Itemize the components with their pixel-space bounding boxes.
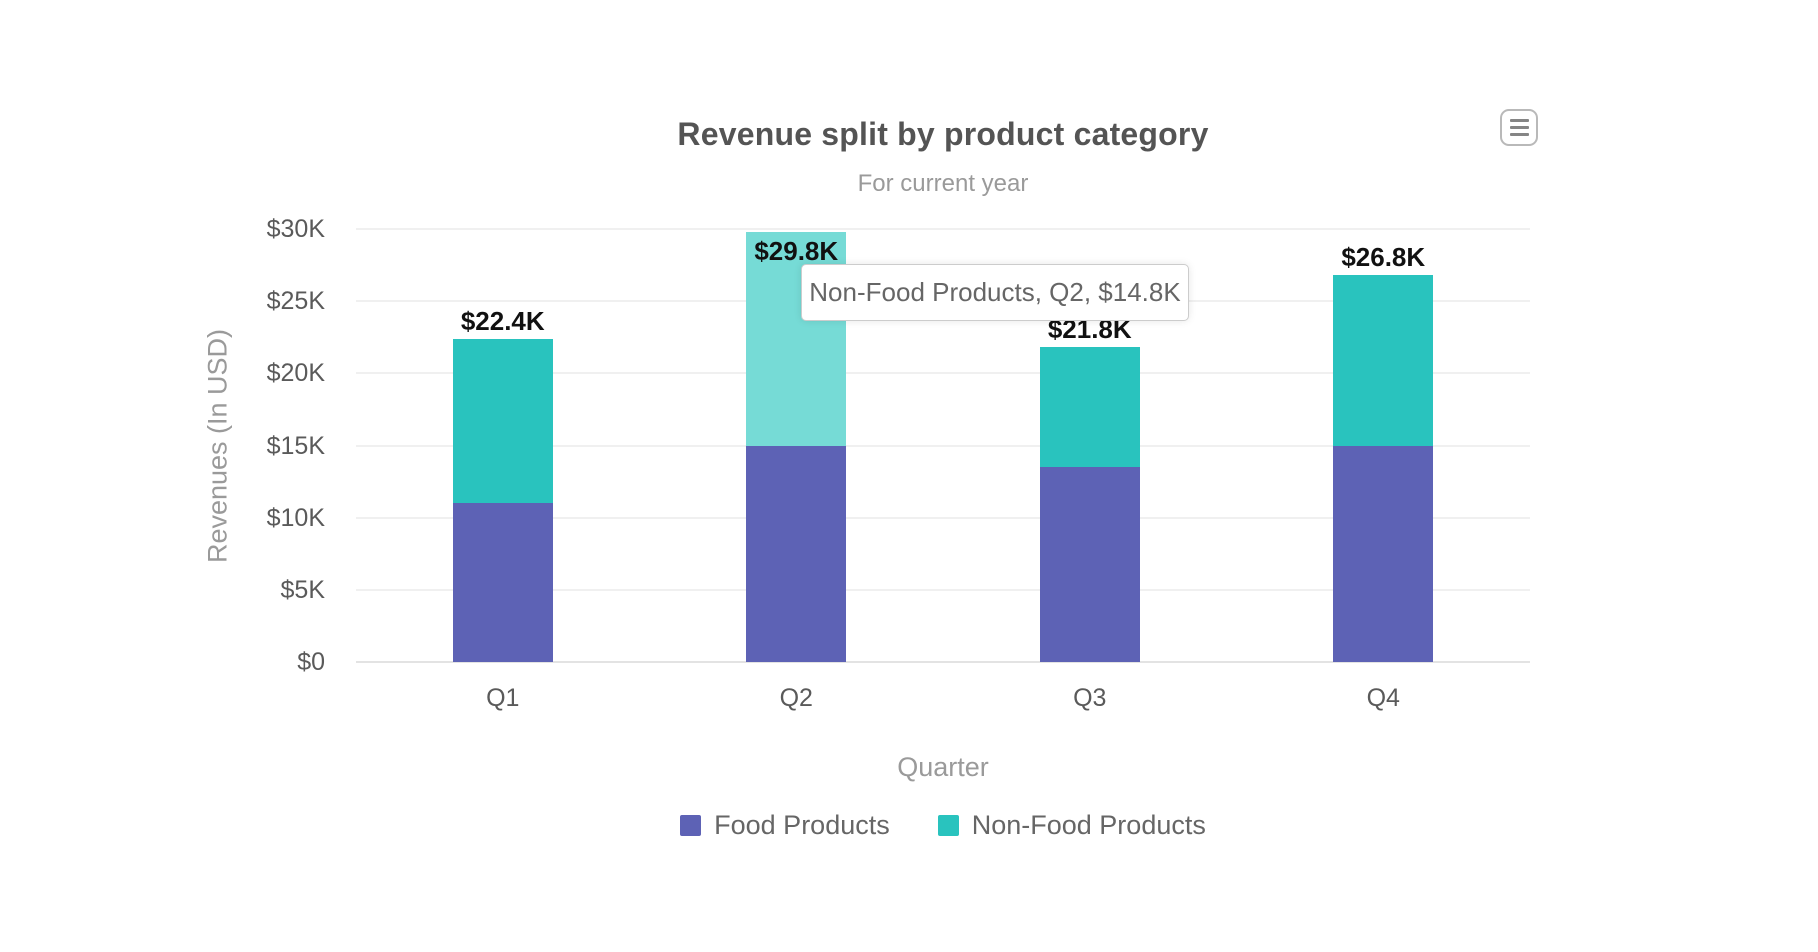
- chart-subtitle: For current year: [857, 170, 1029, 197]
- y-tick-label: $0: [297, 648, 325, 676]
- x-category-label-q4: Q4: [1366, 684, 1400, 712]
- y-tick-label: $20K: [266, 359, 325, 388]
- bar-q3: [1039, 347, 1140, 662]
- bar-q4: [1333, 275, 1434, 662]
- y-tick-label: $5K: [280, 575, 325, 604]
- bar-segment-q3-food-products[interactable]: [1039, 467, 1140, 662]
- legend-item-food-products[interactable]: Food Products: [680, 810, 890, 841]
- gridline: [356, 372, 1530, 375]
- legend-label: Non-Food Products: [971, 810, 1206, 840]
- x-category-label-q1: Q1: [486, 684, 520, 712]
- plot-area: $22.4K $29.8K $21.8K $26.8K: [356, 228, 1530, 663]
- tooltip-text: Non-Food Products, Q2, $14.8K: [809, 277, 1181, 307]
- bar-q1: [452, 338, 553, 662]
- legend: Food Products Non-Food Products: [356, 810, 1530, 841]
- x-category-label-q2: Q2: [779, 684, 813, 712]
- legend-swatch-food-products: [680, 815, 702, 836]
- bar-segment-q2-food-products[interactable]: [746, 445, 847, 662]
- bar-segment-q4-food-products[interactable]: [1333, 445, 1434, 662]
- bar-total-label-q2: $29.8K: [754, 235, 839, 266]
- export-menu-button[interactable]: [1500, 109, 1538, 146]
- x-axis-labels: Q1 Q2 Q3 Q4: [356, 684, 1530, 714]
- legend-item-non-food-products[interactable]: Non-Food Products: [937, 810, 1206, 841]
- gridline: [356, 228, 1530, 230]
- tooltip: Non-Food Products, Q2, $14.8K: [801, 264, 1189, 321]
- bar-segment-q3-non-food-products[interactable]: [1039, 347, 1140, 468]
- x-axis-title: Quarter: [897, 752, 989, 782]
- y-tick-label: $15K: [266, 431, 325, 460]
- legend-swatch-non-food-products: [937, 815, 959, 836]
- gridline: [356, 516, 1530, 519]
- chart-title: Revenue split by product category: [677, 116, 1209, 152]
- bar-segment-q1-food-products[interactable]: [452, 503, 553, 662]
- bar-q2: [746, 231, 847, 662]
- gridline: [356, 588, 1530, 591]
- y-tick-label: $10K: [266, 503, 325, 532]
- bar-total-label-q4: $26.8K: [1341, 242, 1426, 273]
- x-category-label-q3: Q3: [1073, 684, 1107, 712]
- y-tick-label: $25K: [266, 287, 325, 316]
- bar-segment-q4-non-food-products[interactable]: [1333, 275, 1434, 446]
- gridline: [356, 661, 1530, 663]
- gridline: [356, 444, 1530, 447]
- legend-label: Food Products: [714, 810, 890, 840]
- hamburger-menu-icon: [1509, 119, 1529, 136]
- y-tick-label: $30K: [266, 215, 325, 243]
- bar-segment-q1-non-food-products[interactable]: [452, 338, 553, 504]
- bar-total-label-q1: $22.4K: [460, 305, 545, 336]
